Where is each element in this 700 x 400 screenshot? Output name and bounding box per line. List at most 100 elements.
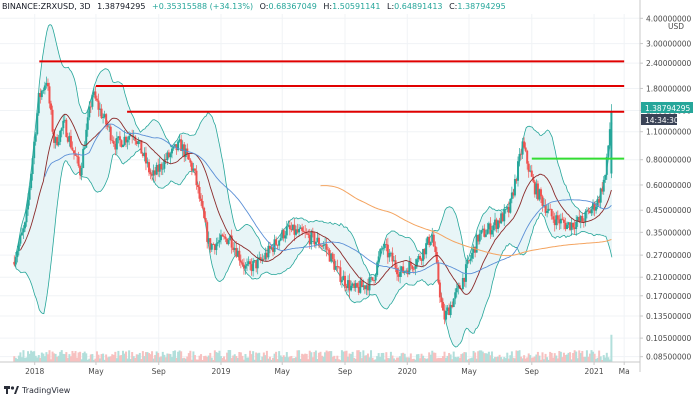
x-tick-label: 2020 [398, 367, 417, 376]
candle-body [148, 162, 151, 173]
volume-bar [224, 359, 227, 362]
y-tick-label: 4.00000000 [646, 14, 692, 23]
volume-bar [535, 354, 538, 362]
candle-body [569, 222, 572, 230]
candle-body [265, 252, 268, 258]
open-value: 0.68367049 [268, 2, 316, 11]
candle-body [212, 244, 215, 245]
candle-body [92, 91, 95, 95]
price-axis[interactable]: USD 4.00000000 3.00000000 2.40000000 1.8000… [639, 0, 692, 372]
candle-body [599, 188, 602, 203]
volume-bar [28, 353, 31, 362]
candle-body [111, 140, 114, 142]
volume-bar [325, 350, 328, 362]
volume-bar [388, 358, 391, 362]
volume-bar [564, 355, 567, 362]
candle-body [402, 266, 405, 274]
candle-body [106, 124, 109, 127]
candle-body [296, 229, 299, 233]
candle-body [588, 210, 591, 214]
candle-body [394, 260, 397, 269]
candle-body [154, 170, 157, 175]
candle-body [575, 221, 578, 230]
volume-bar [536, 351, 539, 362]
volume-bar [19, 352, 22, 362]
candle-body [164, 159, 167, 160]
candle-body [587, 210, 590, 212]
candle-body [304, 231, 307, 233]
candle-body [474, 246, 477, 253]
volume-bar [483, 353, 486, 362]
candle-body [80, 167, 83, 176]
candle-body [253, 260, 256, 262]
tradingview-logo[interactable]: TradingView [4, 386, 71, 395]
volume-bar [518, 350, 521, 362]
candle-body [484, 234, 487, 237]
candle-body [239, 260, 242, 263]
candle-body [382, 247, 385, 249]
candle-body [464, 264, 467, 282]
volume-bar [547, 359, 550, 362]
volume-bar [526, 357, 529, 362]
volume-bar [132, 356, 135, 362]
volume-bar [236, 357, 239, 362]
low-value: 0.64891413 [394, 2, 442, 11]
volume-bar [451, 359, 454, 362]
volume-bar [106, 357, 109, 362]
x-tick-label: Sep [525, 367, 539, 376]
candle-body [57, 141, 60, 146]
candle-body [359, 280, 362, 293]
volume-bar [374, 359, 377, 362]
volume-bar [484, 353, 487, 362]
candle-body [68, 135, 71, 142]
volume-bar [69, 356, 72, 362]
candle-body [376, 262, 379, 275]
candle-body [316, 237, 319, 242]
volume-bar [206, 356, 209, 362]
candle-body [313, 233, 316, 245]
volume-bar [140, 359, 143, 362]
candle-body [570, 222, 573, 230]
volume-bar [412, 358, 415, 362]
volume-bar [486, 353, 489, 362]
candle-body [598, 199, 601, 203]
candle-body [455, 288, 458, 293]
volume-bar [17, 355, 20, 362]
ma-50-line [44, 123, 612, 275]
candle-body [559, 218, 562, 224]
candle-body [152, 170, 155, 176]
time-axis[interactable]: 2018 May Sep 2019 May Sep 2020 May Sep 2021 Ma [0, 361, 640, 376]
volume-bar [275, 351, 278, 362]
candle-body [513, 179, 516, 196]
volume-bar [529, 355, 532, 362]
volume-bar [270, 359, 273, 362]
candle-body [247, 261, 250, 265]
candle-body [345, 285, 348, 289]
candle-body [71, 147, 74, 151]
candle-body [223, 236, 226, 238]
candle-body [276, 244, 279, 246]
candle-body [210, 244, 213, 250]
y-tick-label: 0.17000000 [646, 292, 692, 301]
candle-body [197, 185, 200, 187]
candle-body [608, 129, 611, 146]
svg-text:1.38794295: 1.38794295 [645, 104, 691, 113]
moving-averages [19, 113, 612, 295]
volume-bar [593, 353, 596, 362]
candle-body [506, 206, 509, 210]
volume-bar [16, 358, 19, 362]
volume-bar [183, 357, 186, 362]
volume-bar [238, 352, 241, 362]
x-tick-label: May [274, 367, 290, 376]
volume-bar [209, 352, 212, 362]
candle-body [226, 238, 229, 245]
candle-body [471, 252, 474, 259]
candle-body [184, 148, 187, 158]
volume-bar [578, 350, 581, 362]
x-tick-label: 2018 [25, 367, 44, 376]
volume-bar [448, 352, 451, 362]
candle-body [105, 114, 108, 125]
candle-body [412, 268, 415, 270]
